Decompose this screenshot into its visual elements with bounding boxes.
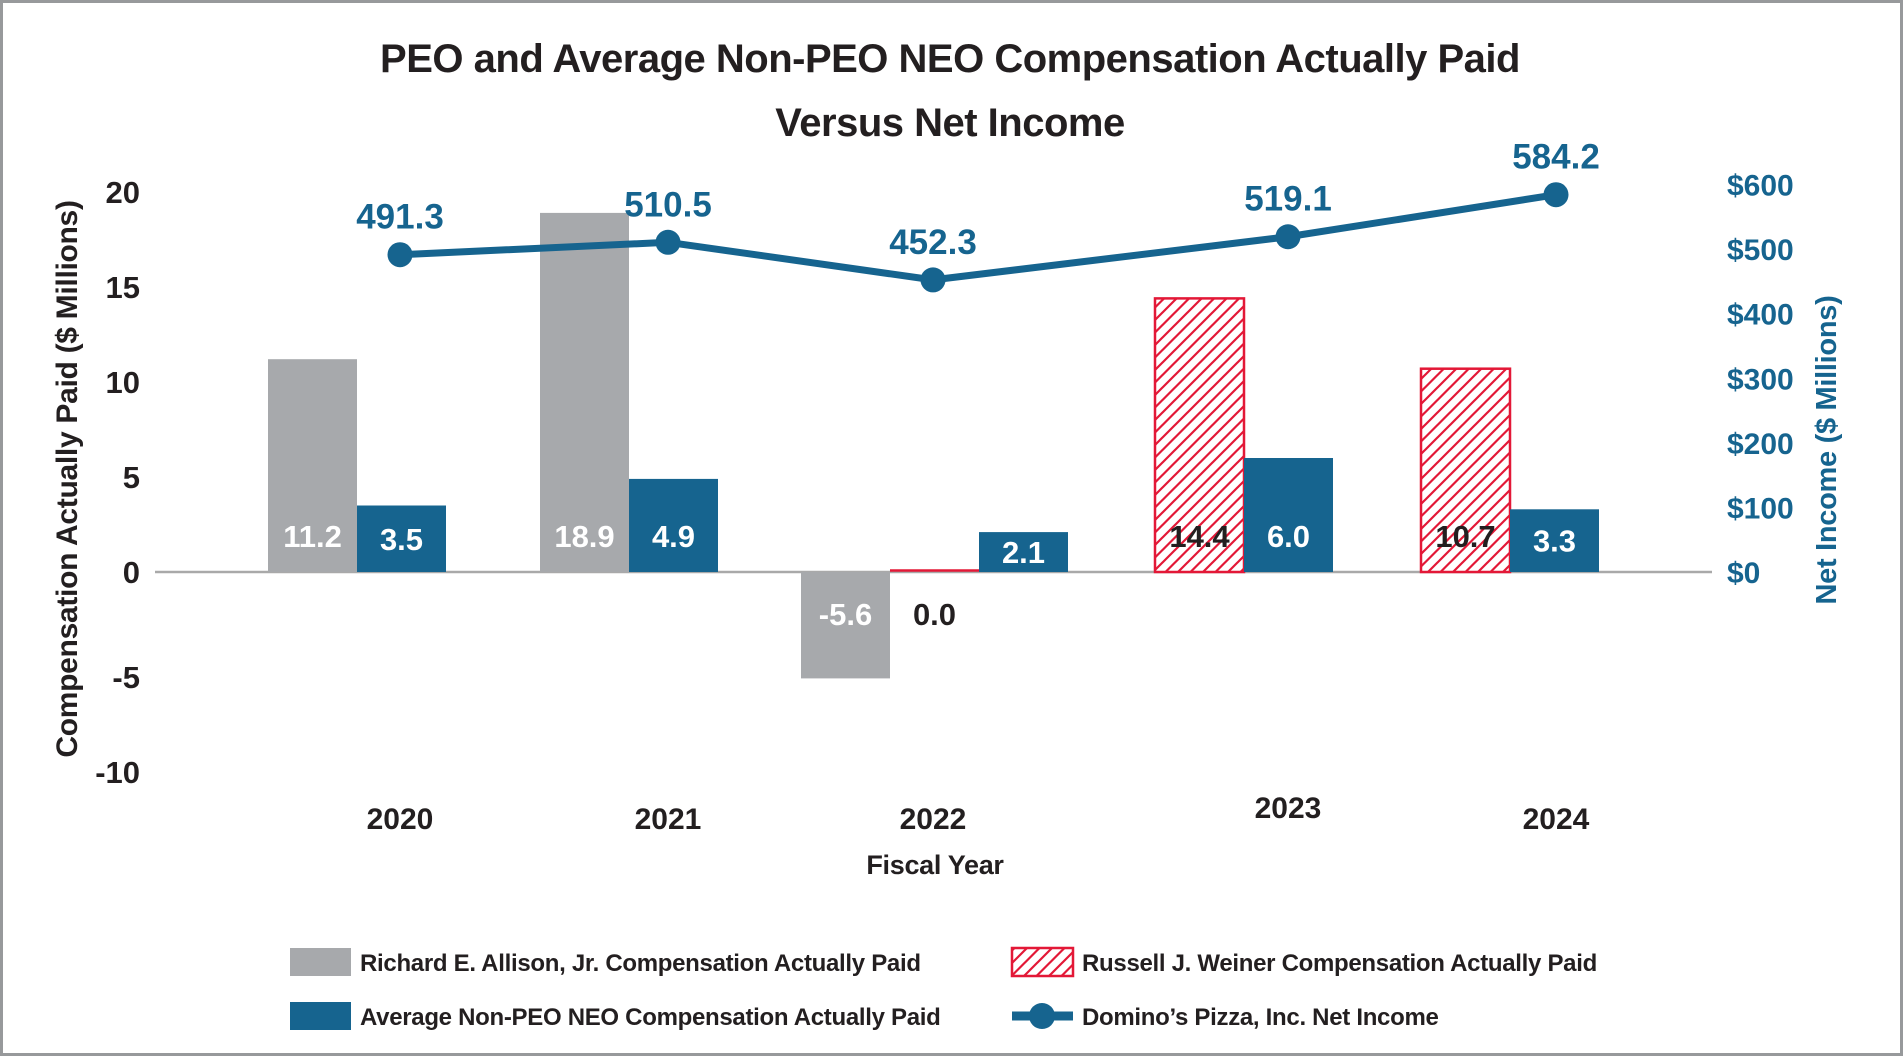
bar-weiner-2023 (1153, 297, 1246, 574)
year-label-2021: 2021 (635, 803, 702, 836)
right-axis-ticks: $600 $500 $400 $300 $200 $100 $0 (1727, 170, 1794, 591)
left-tick-15: 15 (106, 270, 140, 305)
bar-label-weiner-2024: 10.7 (1435, 519, 1495, 554)
legend-swatch-allison (290, 948, 351, 976)
net-income-line: 491.3 510.5 452.3 519.1 584.2 (356, 138, 1600, 293)
net-income-label-2023: 519.1 (1244, 180, 1332, 219)
bar-label-nonpeo-2024: 3.3 (1533, 524, 1576, 559)
bar-nonpeo-2024 (1510, 509, 1599, 572)
bar-series: 11.2 18.9 -5.6 0.0 14.4 10.7 3.5 4.9 2.1 6.0 3.3 (268, 212, 1599, 679)
left-tick-0: 0 (123, 555, 140, 590)
net-income-label-2021: 510.5 (624, 185, 712, 224)
left-tick-5: 5 (123, 460, 140, 495)
bar-allison-2020 (268, 359, 357, 572)
year-label-2020: 2020 (367, 803, 434, 836)
bar-label-allison-2020: 11.2 (283, 519, 342, 554)
left-tick--10: -10 (95, 755, 140, 790)
right-tick-300: $300 (1727, 363, 1794, 396)
net-income-point-2021 (655, 229, 681, 255)
year-label-2023: 2023 (1255, 792, 1322, 825)
left-tick--5: -5 (112, 660, 140, 695)
right-tick-500: $500 (1727, 234, 1794, 267)
right-tick-400: $400 (1727, 299, 1794, 332)
left-axis-ticks: 20 15 10 5 0 -5 -10 (95, 175, 140, 790)
bar-label-nonpeo-2022: 2.1 (1002, 535, 1045, 570)
legend-label-allison: Richard E. Allison, Jr. Compensation Act… (360, 950, 921, 977)
legend-label-weiner: Russell J. Weiner Compensation Actually … (1082, 950, 1597, 977)
right-tick-0: $0 (1727, 557, 1760, 590)
net-income-point-2022 (920, 267, 946, 293)
legend-swatch-nonpeo (290, 1002, 351, 1030)
legend: Richard E. Allison, Jr. Compensation Act… (290, 946, 1597, 1031)
net-income-label-2020: 491.3 (356, 198, 444, 237)
bar-nonpeo-2023 (1244, 458, 1333, 572)
bar-label-nonpeo-2020: 3.5 (380, 522, 423, 557)
x-axis-title: Fiscal Year (866, 850, 1004, 880)
legend-label-nonpeo: Average Non-PEO NEO Compensation Actuall… (360, 1004, 941, 1031)
right-axis-title: Net Income ($ Millions) (1811, 296, 1843, 605)
net-income-point-2020 (387, 242, 413, 268)
chart-title-line1: PEO and Average Non-PEO NEO Compensation… (380, 37, 1520, 81)
bar-label-weiner-2023: 14.4 (1169, 519, 1230, 554)
bar-allison-2021 (540, 212, 629, 572)
left-axis-title: Compensation Actually Paid ($ Millions) (51, 200, 84, 757)
bar-label-weiner-2022: 0.0 (913, 597, 956, 632)
bar-nonpeo-2022 (979, 532, 1068, 572)
year-label-2022: 2022 (900, 803, 967, 836)
left-tick-10: 10 (106, 365, 140, 400)
net-income-label-2024: 584.2 (1512, 138, 1600, 177)
net-income-label-2022: 452.3 (889, 223, 977, 262)
right-tick-200: $200 (1727, 428, 1794, 461)
net-income-point-2023 (1275, 224, 1301, 250)
bar-label-nonpeo-2023: 6.0 (1267, 519, 1310, 554)
legend-label-netincome: Domino’s Pizza, Inc. Net Income (1082, 1004, 1439, 1031)
bar-label-allison-2022: -5.6 (819, 597, 872, 632)
bar-weiner-2024 (1419, 367, 1512, 574)
bar-nonpeo-2020 (357, 505, 446, 572)
bar-nonpeo-2021 (629, 478, 718, 572)
bar-allison-2022 (801, 572, 890, 679)
legend-swatch-weiner (1010, 946, 1075, 978)
legend-dot-netincome (1029, 1003, 1055, 1029)
chart-title-line2: Versus Net Income (775, 101, 1124, 145)
right-tick-600: $600 (1727, 170, 1794, 203)
bar-label-nonpeo-2021: 4.9 (652, 519, 695, 554)
x-axis-year-labels: 2020 2021 2022 2023 2024 (367, 792, 1590, 836)
bar-label-allison-2021: 18.9 (554, 519, 614, 554)
right-tick-100: $100 (1727, 492, 1794, 525)
left-tick-20: 20 (106, 175, 140, 210)
year-label-2024: 2024 (1523, 803, 1590, 836)
net-income-point-2024 (1543, 182, 1569, 208)
